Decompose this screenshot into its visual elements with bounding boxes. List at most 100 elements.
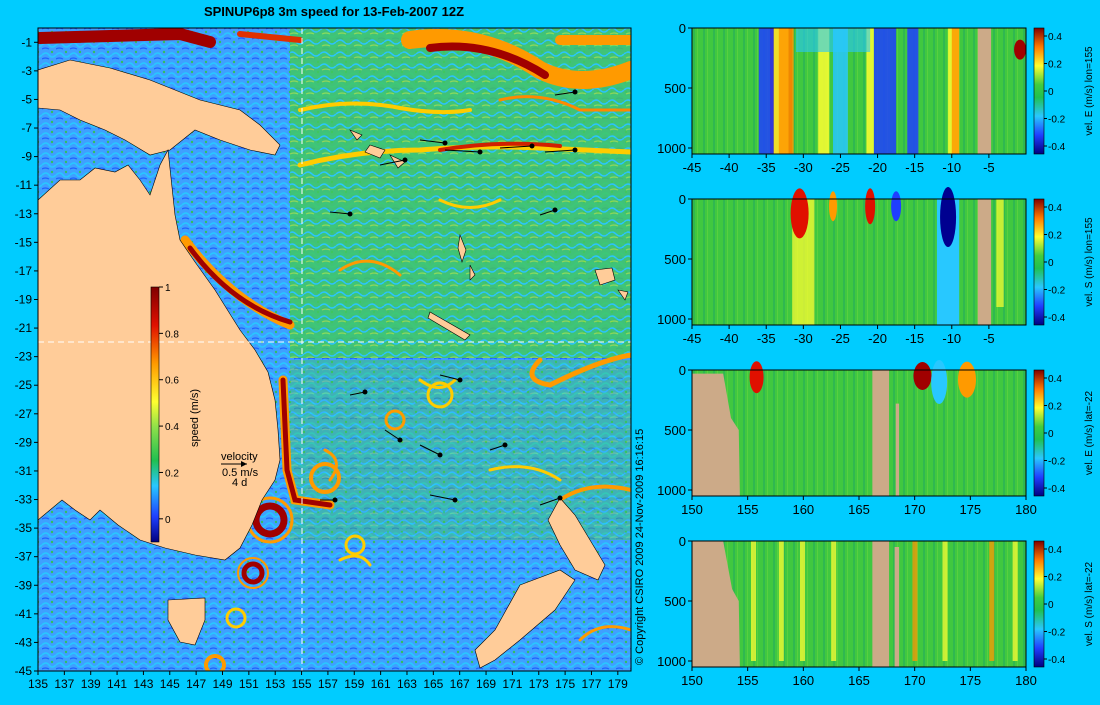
section-colorbar-tick-label: 0.2 bbox=[1048, 573, 1062, 584]
section-feature bbox=[799, 541, 805, 661]
land-fiji bbox=[594, 267, 629, 301]
velocity-key-label: velocity bbox=[221, 451, 258, 463]
section-x-tick-label: -45 bbox=[683, 331, 702, 346]
section-feature bbox=[931, 360, 948, 404]
copyright-text: © Copyright CSIRO 2009 24-Nov-2009 16:16… bbox=[634, 429, 646, 665]
section-feature bbox=[831, 541, 837, 661]
section-x-tick-label: 160 bbox=[792, 502, 814, 517]
section-x-tick-label: -40 bbox=[720, 331, 739, 346]
section-colorbar-tick-label: -0.2 bbox=[1048, 115, 1066, 126]
main-x-tick-label: 147 bbox=[186, 677, 206, 691]
section-feature bbox=[818, 28, 830, 154]
main-y-tick-label: -1 bbox=[21, 35, 32, 49]
main-y-tick-label: -11 bbox=[16, 178, 33, 192]
section-x-tick-label: -35 bbox=[757, 331, 776, 346]
speed-colorbar-tick-label: 0.6 bbox=[165, 376, 179, 387]
main-x-tick-label: 139 bbox=[81, 677, 101, 691]
main-y-tick-label: -43 bbox=[15, 635, 33, 649]
section-field bbox=[692, 541, 1026, 667]
section-frame bbox=[691, 27, 1027, 155]
section-colorbar-tick-label: -0.2 bbox=[1048, 628, 1066, 639]
section-y-tick-label: 0 bbox=[679, 192, 686, 207]
section-feature bbox=[866, 28, 874, 154]
section-y-tick-label: 0 bbox=[679, 363, 686, 378]
section-feature bbox=[751, 541, 757, 661]
main-y-tick-label: -31 bbox=[15, 464, 33, 478]
section-panels: -45 -40 -35 -30 -25 -20 -15 -10 -5 0 500 1000 0.4 0.2… bbox=[657, 21, 1095, 688]
section-x-tick-label: -15 bbox=[905, 331, 924, 346]
land-new-zealand-south bbox=[474, 569, 576, 669]
velocity-key: velocity 0.5 m/s 4 d bbox=[221, 451, 259, 489]
section-feature bbox=[829, 191, 838, 222]
section-feature bbox=[989, 541, 995, 661]
section-y-tick-label: 1000 bbox=[657, 141, 686, 156]
section-x-tick-label: -25 bbox=[831, 160, 850, 175]
section-feature bbox=[957, 361, 976, 398]
main-y-tick-label: -5 bbox=[21, 92, 32, 106]
main-x-tick-label: 173 bbox=[529, 677, 549, 691]
section-x-tick-label: 155 bbox=[737, 673, 759, 688]
section-panel-1: -45 -40 -35 -30 -25 -20 -15 -10 -5 0 500 1000 0.4 0.2… bbox=[657, 21, 1095, 175]
section-field bbox=[692, 199, 1026, 325]
section-feature bbox=[1014, 39, 1027, 60]
velocity-vectors bbox=[320, 89, 578, 506]
main-y-tick-label: -33 bbox=[15, 493, 33, 507]
section-feature bbox=[912, 541, 918, 661]
section-colorbar-tick-label: -0.4 bbox=[1048, 655, 1066, 666]
section-colorbar-tick-label: -0.2 bbox=[1048, 457, 1066, 468]
land-new-caledonia bbox=[427, 311, 471, 341]
section-colorbar bbox=[1033, 540, 1045, 668]
main-x-tick-label: 177 bbox=[581, 677, 601, 691]
section-y-tick-label: 1000 bbox=[657, 483, 686, 498]
section-y-tick-label: 500 bbox=[664, 252, 686, 267]
section-x-tick-label: -20 bbox=[868, 160, 887, 175]
section-land bbox=[872, 370, 890, 496]
section-colorbar-tick-label: 0 bbox=[1048, 600, 1054, 611]
section-x-tick-label: -10 bbox=[942, 160, 961, 175]
section-feature bbox=[942, 541, 948, 661]
main-x-tick-label: 159 bbox=[344, 677, 364, 691]
section-feature bbox=[873, 28, 897, 154]
section-colorbar-tick-label: -0.4 bbox=[1048, 484, 1066, 495]
section-colorbar-tick-label: -0.2 bbox=[1048, 286, 1066, 297]
main-y-tick-label: -15 bbox=[15, 235, 33, 249]
section-feature bbox=[865, 188, 876, 225]
main-x-axis: 135 137 139 141 143 145 147 149 151 153 155 157 159 1… bbox=[28, 671, 628, 691]
section-x-tick-label: -5 bbox=[983, 331, 995, 346]
main-x-tick-label: 149 bbox=[212, 677, 232, 691]
main-y-tick-label: -9 bbox=[21, 150, 32, 164]
speed-colorbar-ticks: 1 0.8 0.6 0.4 0.2 0 bbox=[159, 283, 179, 526]
section-x-tick-label: 175 bbox=[959, 673, 981, 688]
main-x-tick-label: 153 bbox=[265, 677, 285, 691]
section-x-tick-label: 165 bbox=[848, 673, 870, 688]
section-x-tick-label: -5 bbox=[983, 160, 995, 175]
section-x-tick-label: -40 bbox=[720, 160, 739, 175]
land-vanuatu bbox=[457, 233, 476, 281]
section-colorbar bbox=[1033, 369, 1045, 497]
section-x-tick-label: -10 bbox=[942, 331, 961, 346]
land-solomon-islands bbox=[349, 129, 406, 169]
main-x-tick-label: 151 bbox=[239, 677, 259, 691]
main-x-tick-label: 137 bbox=[54, 677, 74, 691]
section-land bbox=[872, 541, 890, 667]
main-speed-map bbox=[38, 28, 631, 671]
main-x-tick-label: 169 bbox=[476, 677, 496, 691]
main-x-tick-label: 163 bbox=[397, 677, 417, 691]
main-y-tick-label: -37 bbox=[15, 550, 33, 564]
land-new-guinea bbox=[38, 59, 281, 156]
section-colorbar-tick-label: 0.4 bbox=[1048, 32, 1062, 43]
section-x-tick-label: 150 bbox=[681, 502, 703, 517]
speed-colorbar-tick-label: 0.4 bbox=[165, 422, 179, 433]
section-feature bbox=[778, 28, 794, 154]
main-y-tick-label: -21 bbox=[15, 321, 33, 335]
section-x-tick-label: 170 bbox=[904, 673, 926, 688]
section-feature bbox=[951, 28, 960, 154]
section-feature bbox=[749, 361, 764, 394]
section-panel-3: 150 155 160 165 170 175 180 0 500 1000 0.4 0.2 0 -0.2… bbox=[657, 360, 1095, 517]
section-x-tick-label: 160 bbox=[792, 673, 814, 688]
main-x-tick-label: 171 bbox=[502, 677, 522, 691]
section-colorbar-tick-label: 0.2 bbox=[1048, 402, 1062, 413]
main-x-tick-label: 157 bbox=[318, 677, 338, 691]
section-x-tick-label: 165 bbox=[848, 502, 870, 517]
main-x-tick-label: 175 bbox=[555, 677, 575, 691]
